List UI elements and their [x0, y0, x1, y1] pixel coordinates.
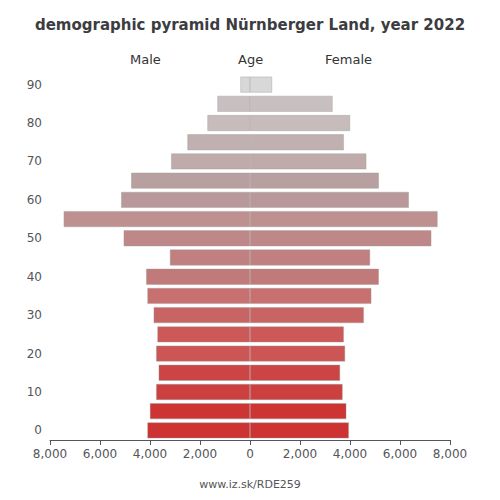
svg-text:0: 0: [34, 423, 42, 437]
svg-text:70: 70: [27, 154, 42, 168]
svg-text:www.iz.sk/RDE259: www.iz.sk/RDE259: [199, 478, 301, 491]
svg-text:10: 10: [27, 385, 42, 399]
svg-text:90: 90: [27, 78, 42, 92]
svg-text:2,000: 2,000: [183, 447, 217, 461]
svg-text:20: 20: [27, 347, 42, 361]
svg-text:2,000: 2,000: [283, 447, 317, 461]
svg-text:30: 30: [27, 308, 42, 322]
svg-text:4,000: 4,000: [333, 447, 367, 461]
svg-text:60: 60: [27, 193, 42, 207]
svg-text:50: 50: [27, 231, 42, 245]
svg-text:4,000: 4,000: [133, 447, 167, 461]
svg-text:80: 80: [27, 116, 42, 130]
svg-text:0: 0: [246, 447, 254, 461]
svg-text:Age: Age: [238, 52, 263, 67]
svg-text:Female: Female: [325, 52, 372, 67]
svg-text:8,000: 8,000: [33, 447, 67, 461]
svg-text:Male: Male: [130, 52, 161, 67]
svg-text:6,000: 6,000: [83, 447, 117, 461]
svg-text:8,000: 8,000: [433, 447, 467, 461]
svg-text:40: 40: [27, 270, 42, 284]
svg-text:demographic pyramid Nürnberger: demographic pyramid Nürnberger Land, yea…: [35, 16, 465, 34]
svg-text:6,000: 6,000: [383, 447, 417, 461]
